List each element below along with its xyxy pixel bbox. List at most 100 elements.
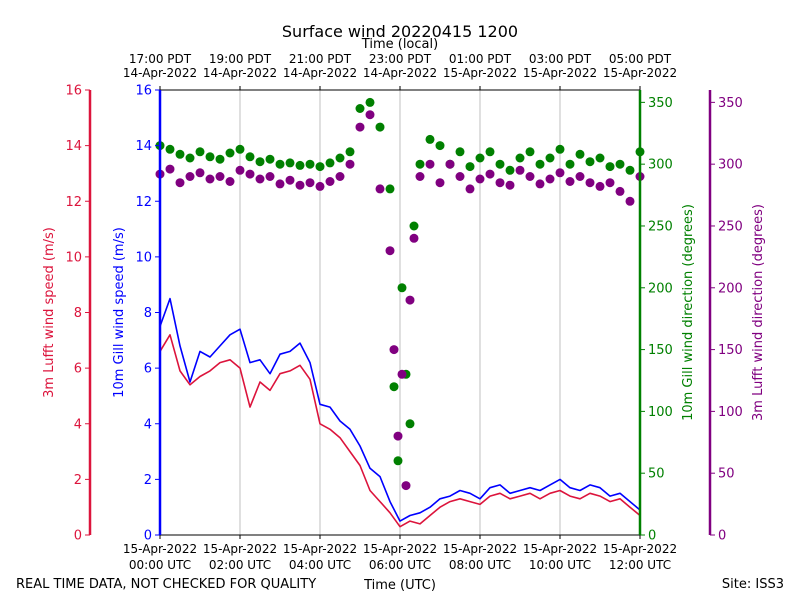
axis-tick-label: 50 xyxy=(718,467,735,482)
axis-tick-label: 10 xyxy=(65,250,82,265)
scatter-point xyxy=(495,178,505,188)
quality-notice: REAL TIME DATA, NOT CHECKED FOR QUALITY xyxy=(16,577,316,592)
scatter-point xyxy=(275,159,285,169)
axis-tick-label: 150 xyxy=(648,343,673,358)
axis-tick-label: 6 xyxy=(144,362,152,377)
3m-lufft-wind-speed-series xyxy=(159,333,641,528)
top-tick-label: 05:00 PDT xyxy=(609,52,672,66)
axis-tick-label: 8 xyxy=(74,306,82,321)
scatter-point xyxy=(385,246,395,256)
scatter-point xyxy=(465,184,475,194)
scatter-point xyxy=(285,158,295,168)
bottom-time-ticks: 15-Apr-2022 00:00 UTC 15-Apr-2022 02:00 UTC… xyxy=(123,535,677,572)
scatter-point xyxy=(305,178,315,188)
series-line xyxy=(159,333,641,528)
top-axis-label: Time (local) xyxy=(361,37,438,52)
scatter-point xyxy=(435,141,445,151)
axis-tick-label: 6 xyxy=(74,362,82,377)
top-tick-label: 03:00 PDT xyxy=(529,52,592,66)
top-tick-label: 21:00 PDT xyxy=(289,52,352,66)
scatter-point xyxy=(275,179,285,189)
scatter-point xyxy=(235,144,245,154)
scatter-point xyxy=(405,419,415,429)
top-tick-date: 14-Apr-2022 xyxy=(123,66,197,80)
y-axes: 0 2 4 6 8 10 12 14 16 3m Lufft wind speed (m/s) 0 2… xyxy=(42,84,766,544)
top-tick-date: 14-Apr-2022 xyxy=(203,66,277,80)
scatter-point xyxy=(185,172,195,181)
x-axis-label: Time (UTC) xyxy=(363,578,436,593)
axis-tick-label: 0 xyxy=(718,529,726,544)
scatter-point xyxy=(235,165,245,175)
axis-tick-label: 250 xyxy=(648,219,673,234)
scatter-point xyxy=(485,169,495,179)
scatter-point xyxy=(315,181,325,191)
scatter-point xyxy=(335,153,345,163)
bottom-tick-date: 15-Apr-2022 xyxy=(363,542,437,556)
axis-tick-label: 300 xyxy=(648,158,673,173)
scatter-point xyxy=(605,162,615,172)
scatter-point xyxy=(585,157,595,167)
top-tick-label: 19:00 PDT xyxy=(209,52,272,66)
scatter-point xyxy=(401,481,411,491)
axis-tick-label: 14 xyxy=(65,139,82,154)
scatter-point xyxy=(345,147,355,157)
scatter-point xyxy=(505,165,515,175)
axis-tick-label: 350 xyxy=(718,96,743,111)
top-tick-date: 15-Apr-2022 xyxy=(443,66,517,80)
scatter-point xyxy=(425,134,435,144)
scatter-point xyxy=(315,162,325,172)
scatter-point xyxy=(555,168,565,178)
scatter-point xyxy=(625,196,635,206)
scatter-point xyxy=(615,186,625,196)
scatter-point xyxy=(365,97,375,107)
axis-tick-label: 14 xyxy=(135,139,152,154)
axis-tick-label: 2 xyxy=(144,473,152,488)
scatter-point xyxy=(225,177,235,186)
scatter-point xyxy=(585,178,595,188)
site-label: Site: ISS3 xyxy=(722,577,784,592)
scatter-point xyxy=(165,144,175,154)
scatter-point xyxy=(393,431,403,441)
scatter-point xyxy=(475,174,485,184)
scatter-point xyxy=(225,148,235,158)
scatter-point xyxy=(595,153,605,163)
scatter-point xyxy=(165,164,175,174)
scatter-point xyxy=(415,172,425,181)
scatter-point xyxy=(325,158,335,168)
top-tick-date: 14-Apr-2022 xyxy=(363,66,437,80)
scatter-point xyxy=(465,162,475,172)
scatter-point xyxy=(375,122,385,132)
scatter-point xyxy=(215,154,225,164)
scatter-point xyxy=(425,159,435,169)
axis-tick-label: 16 xyxy=(65,84,82,99)
bottom-tick-label: 12:00 UTC xyxy=(609,558,671,572)
bottom-tick-date: 15-Apr-2022 xyxy=(603,542,677,556)
axis-tick-label: 0 xyxy=(648,529,656,544)
scatter-point xyxy=(545,153,555,163)
scatter-point xyxy=(255,157,265,167)
scatter-point xyxy=(365,110,375,120)
scatter-point xyxy=(525,147,535,157)
lufft-dir-axis: 0 50 100 150 200 250 300 350 3m Lufft wind direc… xyxy=(708,90,766,544)
3m-lufft-wind-direction-series xyxy=(155,110,645,491)
axis-tick-label: 12 xyxy=(65,195,82,210)
chart-title: Surface wind 20220415 1200 xyxy=(282,22,518,41)
axis-tick-label: 150 xyxy=(718,343,743,358)
scatter-point xyxy=(495,159,505,169)
scatter-point xyxy=(245,152,255,162)
axis-tick-label: 2 xyxy=(74,473,82,488)
scatter-point xyxy=(455,147,465,157)
lufft-speed-axis: 0 2 4 6 8 10 12 14 16 3m Lufft wind speed (m/s) xyxy=(42,84,92,544)
scatter-point xyxy=(355,104,365,113)
bottom-tick-date: 15-Apr-2022 xyxy=(123,542,197,556)
scatter-point xyxy=(545,174,555,184)
bottom-tick-label: 08:00 UTC xyxy=(449,558,511,572)
scatter-point xyxy=(205,174,215,184)
axis-tick-label: 0 xyxy=(144,529,152,544)
10m-gill-wind-speed-series xyxy=(159,297,641,522)
scatter-point xyxy=(175,178,185,188)
scatter-point xyxy=(575,172,585,181)
axis-tick-label: 4 xyxy=(74,417,82,432)
